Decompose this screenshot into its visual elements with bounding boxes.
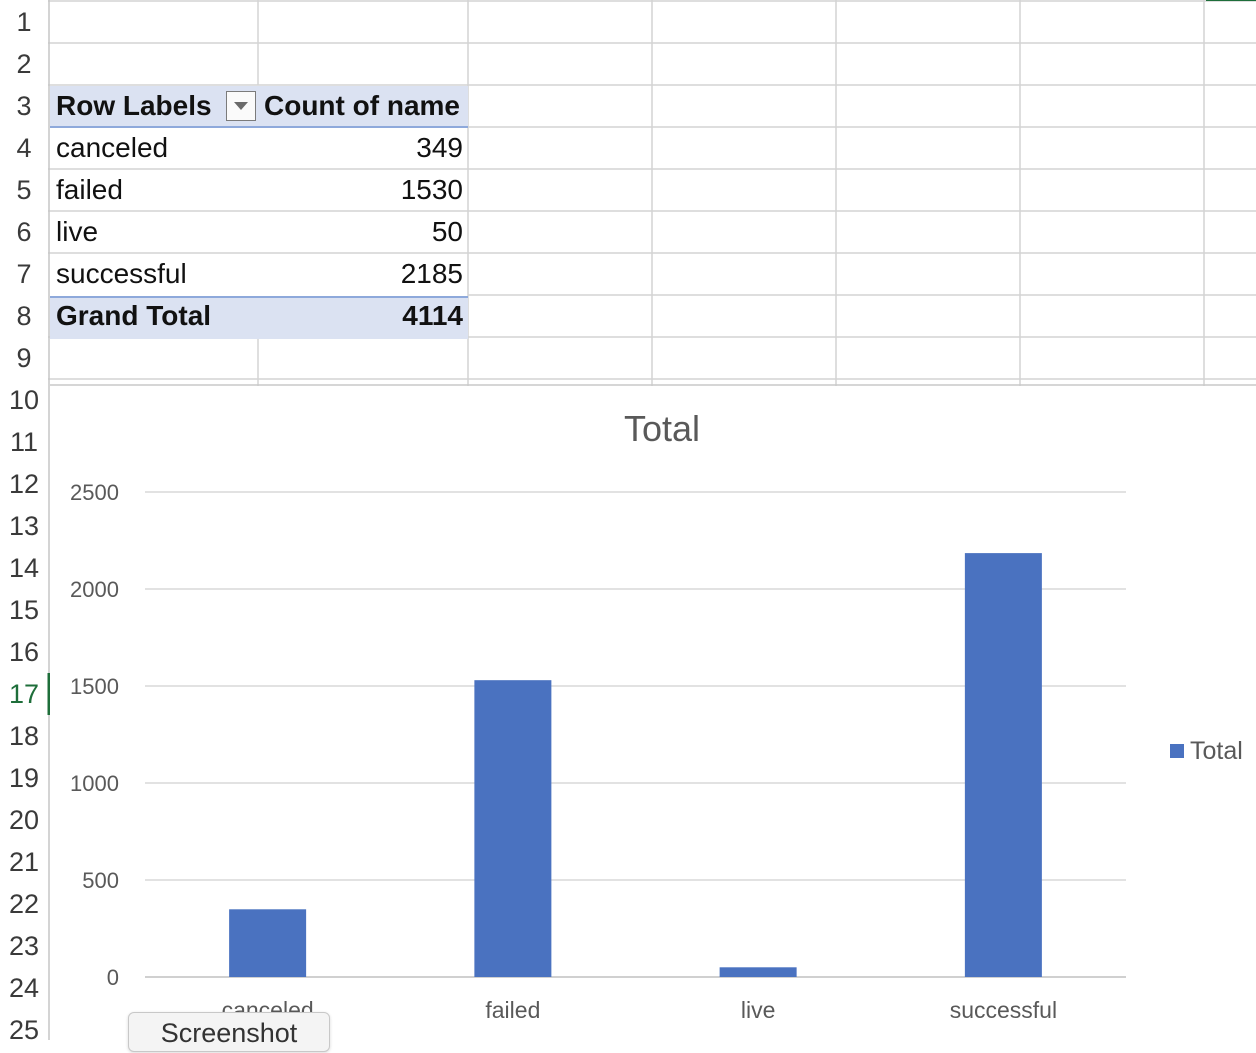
row-header[interactable]: 11 [9, 426, 39, 457]
row-header[interactable]: 4 [16, 132, 32, 163]
row-header[interactable]: 20 [8, 804, 40, 835]
row-header[interactable]: 24 [8, 972, 40, 1003]
row-header[interactable]: 21 [8, 846, 40, 877]
row-header[interactable]: 2 [16, 48, 32, 79]
pivot-item-label[interactable]: successful [56, 258, 187, 289]
row-header[interactable]: 8 [16, 300, 32, 331]
pivot-grand-total-value[interactable]: 4114 [402, 300, 463, 331]
legend-swatch [1170, 744, 1184, 758]
row-header[interactable]: 16 [8, 636, 40, 667]
pivot-row-labels-header[interactable]: Row Labels [56, 90, 212, 121]
pivot-item-value[interactable]: 1530 [400, 174, 463, 205]
row-header[interactable]: 6 [16, 216, 32, 247]
row-header[interactable]: 1 [16, 6, 32, 37]
row-header[interactable]: 13 [8, 510, 40, 541]
row-header[interactable]: 18 [8, 720, 40, 751]
pivot-header-band [50, 86, 468, 126]
legend-label: Total [1190, 736, 1243, 765]
pivot-item-label[interactable]: failed [56, 174, 123, 205]
row-header[interactable]: 12 [8, 468, 40, 499]
pivot-total-band [50, 296, 468, 339]
row-header[interactable]: 3 [16, 90, 32, 121]
pivot-item-label[interactable]: canceled [56, 132, 169, 163]
filter-dropdown-button[interactable] [226, 91, 256, 121]
row-header[interactable]: 9 [16, 342, 32, 373]
screenshot-tab[interactable]: Screenshot [128, 1012, 330, 1052]
row-header[interactable]: 19 [8, 762, 40, 793]
pivot-item-value[interactable]: 2185 [400, 258, 463, 289]
row-header[interactable]: 17 [8, 678, 40, 709]
row-header[interactable]: 14 [8, 552, 40, 583]
pivot-item-value[interactable]: 50 [431, 216, 463, 247]
pivot-item-label[interactable]: live [56, 216, 99, 247]
pivot-chart[interactable] [50, 386, 1256, 1040]
chart-legend[interactable]: Total [1170, 736, 1243, 766]
row-header[interactable]: 23 [8, 930, 40, 961]
pivot-item-value[interactable]: 349 [416, 132, 463, 163]
row-header[interactable]: 22 [8, 888, 40, 919]
row-header[interactable]: 7 [16, 258, 32, 289]
pivot-count-header[interactable]: Count of name [264, 90, 460, 121]
pivot-header-underline [50, 126, 468, 128]
chart-title[interactable]: Total [623, 408, 701, 449]
chevron-down-icon [234, 102, 248, 110]
row-header[interactable]: 5 [16, 174, 32, 205]
row-header[interactable]: 25 [8, 1014, 40, 1045]
row-header[interactable]: 15 [8, 594, 40, 625]
pivot-grand-total-label[interactable]: Grand Total [56, 300, 212, 331]
row-header[interactable]: 10 [8, 384, 40, 415]
